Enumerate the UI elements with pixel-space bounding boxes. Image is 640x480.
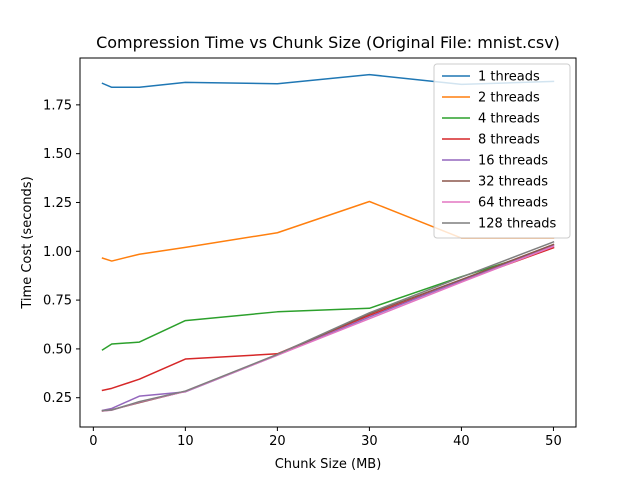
x-tick-label: 10 xyxy=(177,434,194,449)
y-tick-label: 0.25 xyxy=(43,391,72,406)
legend-label: 64 threads xyxy=(478,196,548,211)
y-tick-label: 0.50 xyxy=(43,342,72,357)
chart-title: Compression Time vs Chunk Size (Original… xyxy=(96,33,560,52)
x-tick-label: 30 xyxy=(361,434,378,449)
y-tick-label: 1.25 xyxy=(43,196,72,211)
y-tick-label: 0.75 xyxy=(43,294,72,309)
y-axis: 0.25 0.50 0.75 1.00 1.25 1.50 1.75 xyxy=(43,98,80,406)
series-line-4-threads xyxy=(101,246,555,351)
legend-label: 8 threads xyxy=(478,133,540,148)
x-tick-label: 20 xyxy=(269,434,286,449)
x-axis: 0 10 20 30 40 50 xyxy=(89,427,562,449)
legend-label: 4 threads xyxy=(478,112,540,127)
legend-label: 2 threads xyxy=(478,91,540,106)
legend-box xyxy=(433,63,571,239)
y-tick-label: 1.00 xyxy=(43,245,72,260)
x-axis-title: Chunk Size (MB) xyxy=(275,457,382,472)
plot-area-frame xyxy=(79,57,577,428)
y-tick-label: 1.75 xyxy=(43,98,72,113)
legend-label: 32 threads xyxy=(478,175,548,190)
series-line-128-threads xyxy=(101,240,555,412)
legend-label: 16 threads xyxy=(478,154,548,169)
series-layer xyxy=(101,73,555,412)
y-axis-title: Time Cost (seconds) xyxy=(20,176,35,309)
x-tick-label: 40 xyxy=(453,434,470,449)
x-tick-label: 50 xyxy=(545,434,562,449)
legend-label: 128 threads xyxy=(478,217,557,232)
legend: 1 threads 2 threads 4 threads 8 threads 16 t… xyxy=(433,63,571,239)
legend-label: 1 threads xyxy=(478,70,540,85)
x-tick-label: 0 xyxy=(89,434,97,449)
y-tick-label: 1.50 xyxy=(43,147,72,162)
